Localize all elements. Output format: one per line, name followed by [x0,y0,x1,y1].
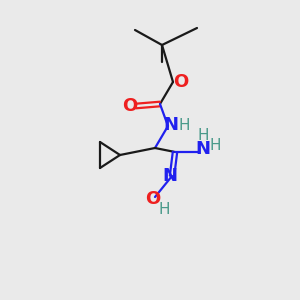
Text: O: O [122,97,138,115]
Text: H: H [197,128,209,143]
Text: O: O [146,190,160,208]
Text: O: O [173,73,189,91]
Text: N: N [196,140,211,158]
Text: N: N [164,116,178,134]
Text: H: H [209,139,221,154]
Text: H: H [158,202,170,217]
Text: H: H [178,118,190,133]
Text: N: N [163,167,178,185]
